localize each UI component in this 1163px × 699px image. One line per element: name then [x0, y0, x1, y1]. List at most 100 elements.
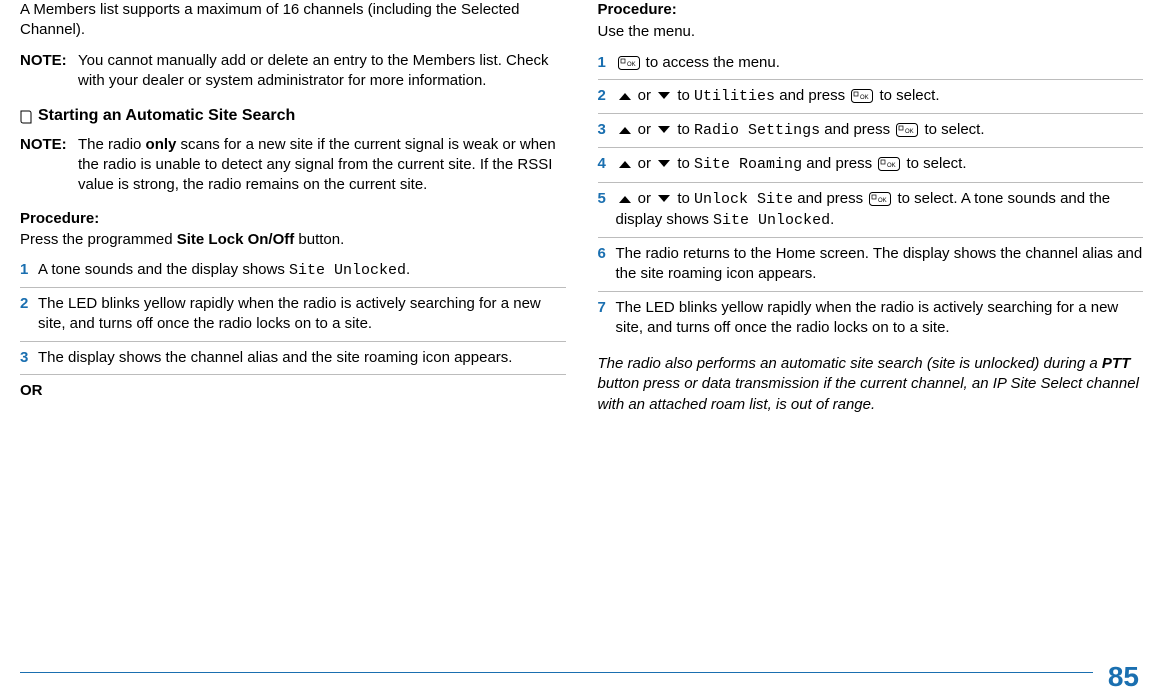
note-label: NOTE: — [20, 135, 78, 196]
step-row: 2 or to Utilities and press OK to select… — [598, 86, 1144, 114]
step-row: 5 or to Unlock Site and press OK to sele… — [598, 189, 1144, 239]
step-row: 4 or to Site Roaming and press OK to sel… — [598, 154, 1144, 182]
ok-button-icon: OK — [618, 56, 640, 70]
step-row: 3 The display shows the channel alias an… — [20, 348, 566, 375]
step-body: or to Site Roaming and press OK to selec… — [616, 154, 1144, 175]
svg-text:OK: OK — [905, 129, 914, 135]
mono-text: Utilities — [694, 88, 775, 105]
down-arrow-icon — [657, 91, 671, 101]
svg-text:OK: OK — [860, 95, 869, 101]
note-label: NOTE: — [20, 51, 78, 92]
ok-button-icon: OK — [896, 123, 918, 137]
ok-button-icon: OK — [878, 157, 900, 171]
bold-text: Site Lock On/Off — [177, 231, 295, 248]
down-arrow-icon — [657, 194, 671, 204]
text: to select. — [906, 155, 966, 172]
step-body: A tone sounds and the display shows Site… — [38, 260, 566, 281]
text: to — [677, 190, 694, 207]
note-2: NOTE: The radio only scans for a new sit… — [20, 135, 566, 196]
right-column: Procedure: Use the menu. 1 OK to access … — [582, 0, 1144, 660]
text: . — [406, 261, 410, 278]
up-arrow-icon — [618, 194, 632, 204]
section-heading: Starting an Automatic Site Search — [20, 105, 566, 127]
text: and press — [820, 121, 894, 138]
step-row: 1 A tone sounds and the display shows Si… — [20, 260, 566, 288]
left-column: A Members list supports a maximum of 16 … — [20, 0, 582, 660]
step-body: or to Radio Settings and press OK to sel… — [616, 120, 1144, 141]
up-arrow-icon — [618, 125, 632, 135]
italic-note: The radio also performs an automatic sit… — [598, 354, 1144, 415]
svg-text:OK: OK — [887, 163, 896, 169]
text: button press or data transmission if the… — [598, 375, 1139, 412]
step-body: or to Utilities and press OK to select. — [616, 86, 1144, 107]
step-number: 1 — [20, 260, 38, 281]
step-body: The LED blinks yellow rapidly when the r… — [38, 294, 566, 335]
step-number: 2 — [20, 294, 38, 335]
step-number: 3 — [598, 120, 616, 141]
step-number: 6 — [598, 244, 616, 285]
up-arrow-icon — [618, 159, 632, 169]
bold-text: only — [146, 136, 177, 153]
step-row: 6 The radio returns to the Home screen. … — [598, 244, 1144, 292]
bold-text: PTT — [1102, 355, 1130, 372]
text: to select. — [879, 87, 939, 104]
step-number: 1 — [598, 53, 616, 73]
text: or — [638, 155, 656, 172]
text: or — [638, 121, 656, 138]
svg-text:OK: OK — [878, 198, 887, 204]
mono-text: Site Unlocked — [289, 262, 406, 279]
mono-text: Unlock Site — [694, 191, 793, 208]
step-body: or to Unlock Site and press OK to select… — [616, 189, 1144, 232]
text: and press — [802, 155, 876, 172]
step-body: The display shows the channel alias and … — [38, 348, 566, 368]
press-line: Press the programmed Site Lock On/Off bu… — [20, 230, 566, 250]
text: to — [677, 121, 694, 138]
step-body: The LED blinks yellow rapidly when the r… — [616, 298, 1144, 339]
down-arrow-icon — [657, 125, 671, 135]
step-row: 2 The LED blinks yellow rapidly when the… — [20, 294, 566, 342]
mono-text: Site Unlocked — [713, 212, 830, 229]
down-arrow-icon — [657, 159, 671, 169]
note-1: NOTE: You cannot manually add or delete … — [20, 51, 566, 92]
text: Press the programmed — [20, 231, 177, 248]
section-title-text: Starting an Automatic Site Search — [38, 105, 295, 127]
svg-text:OK: OK — [627, 62, 636, 68]
mono-text: Radio Settings — [694, 122, 820, 139]
text: to — [677, 155, 694, 172]
step-body: The radio returns to the Home screen. Th… — [616, 244, 1144, 285]
step-number: 4 — [598, 154, 616, 175]
up-arrow-icon — [618, 91, 632, 101]
step-row: 7 The LED blinks yellow rapidly when the… — [598, 298, 1144, 345]
note-body: You cannot manually add or delete an ent… — [78, 51, 566, 92]
footer-rule — [20, 672, 1093, 673]
book-icon — [20, 109, 32, 123]
mono-text: Site Roaming — [694, 156, 802, 173]
text: button. — [294, 231, 344, 248]
note-body: The radio only scans for a new site if t… — [78, 135, 566, 196]
text: to select. — [924, 121, 984, 138]
step-number: 7 — [598, 298, 616, 339]
text: or — [638, 190, 656, 207]
procedure-label: Procedure: — [20, 209, 566, 229]
step-row: 3 or to Radio Settings and press OK to s… — [598, 120, 1144, 148]
text: A tone sounds and the display shows — [38, 261, 289, 278]
text: and press — [775, 87, 849, 104]
step-number: 2 — [598, 86, 616, 107]
step-number: 3 — [20, 348, 38, 368]
step-body: OK to access the menu. — [616, 53, 1144, 73]
text: to access the menu. — [646, 54, 780, 71]
or-label: OR — [20, 381, 566, 401]
intro-text: A Members list supports a maximum of 16 … — [20, 0, 566, 41]
step-number: 5 — [598, 189, 616, 232]
text: . — [830, 211, 834, 228]
use-menu-text: Use the menu. — [598, 22, 1144, 42]
text: The radio also performs an automatic sit… — [598, 355, 1102, 372]
text: to — [677, 87, 694, 104]
text: The radio — [78, 136, 146, 153]
ok-button-icon: OK — [869, 192, 891, 206]
text: or — [638, 87, 656, 104]
page-number: 85 — [1108, 661, 1139, 693]
page-container: A Members list supports a maximum of 16 … — [0, 0, 1163, 660]
procedure-label: Procedure: — [598, 0, 1144, 20]
text: and press — [793, 190, 867, 207]
